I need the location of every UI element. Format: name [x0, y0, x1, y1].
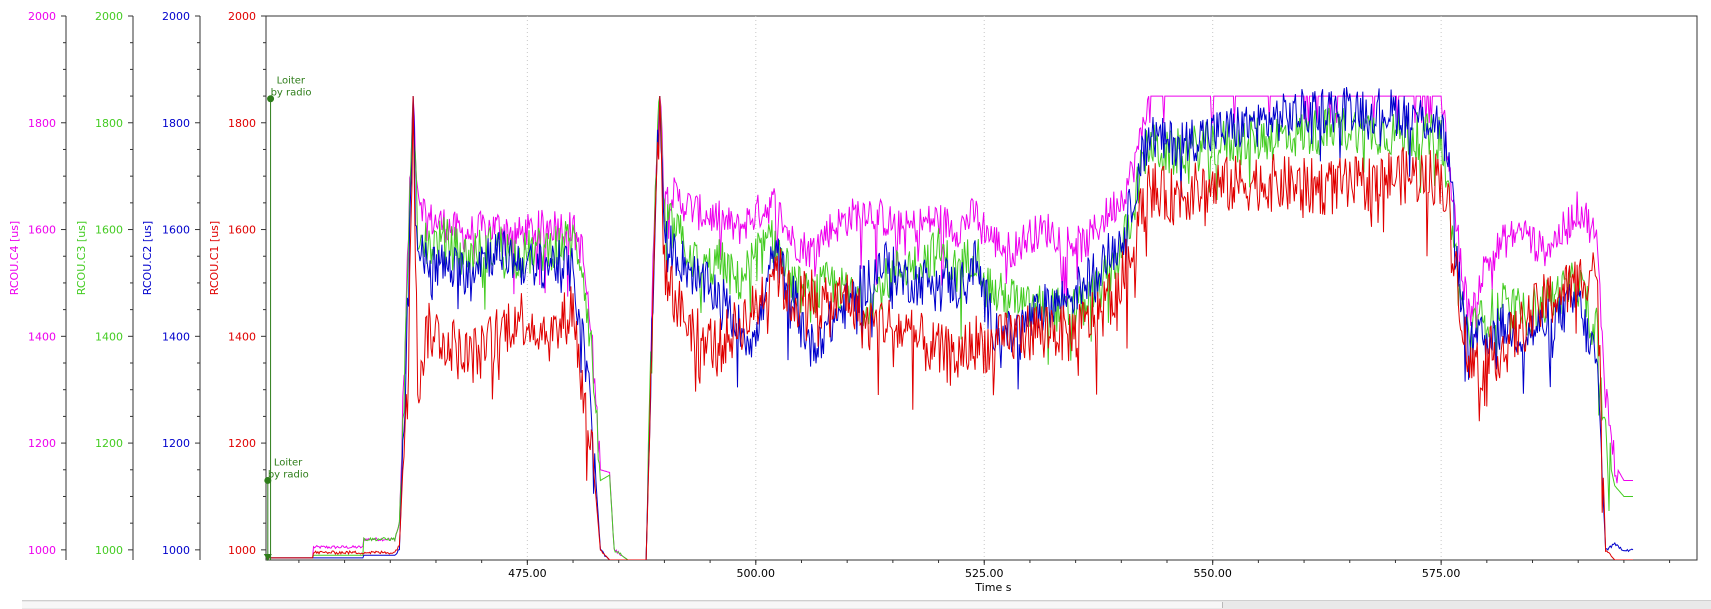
- series-line-c3: [266, 96, 1633, 560]
- event-label: Loiter by radio: [271, 76, 312, 99]
- y-tick-label-c2: 1800: [162, 117, 190, 130]
- horizontal-scrollbar[interactable]: [22, 600, 1711, 609]
- y-tick-label-c1: 1800: [228, 117, 256, 130]
- y-tick-label-c3: 1400: [95, 330, 123, 343]
- y-axis-title-c3: RCOU.C3 [us]: [75, 221, 88, 295]
- y-tick-label-c4: 1000: [28, 544, 56, 557]
- y-tick-label-c4: 2000: [28, 10, 56, 23]
- x-tick-label: 525.00: [965, 567, 1004, 580]
- y-tick-label-c4: 1200: [28, 437, 56, 450]
- y-tick-label-c3: 1000: [95, 544, 123, 557]
- y-tick-label-c1: 1600: [228, 224, 256, 237]
- x-tick-label: 550.00: [1193, 567, 1232, 580]
- y-tick-label-c4: 1800: [28, 117, 56, 130]
- series-line-c4: [266, 95, 1633, 560]
- series-line-c1: [266, 96, 1633, 560]
- y-tick-label-c2: 1200: [162, 437, 190, 450]
- y-tick-label-c2: 1400: [162, 330, 190, 343]
- y-tick-label-c1: 1200: [228, 437, 256, 450]
- event-marker-dot: [264, 476, 272, 484]
- y-tick-label-c2: 1000: [162, 544, 190, 557]
- x-tick-label: 575.00: [1422, 567, 1461, 580]
- y-axis-title-c4: RCOU.C4 [us]: [8, 221, 21, 295]
- x-tick-label: 500.00: [737, 567, 776, 580]
- y-tick-label-c3: 1600: [95, 224, 123, 237]
- y-tick-label-c3: 1200: [95, 437, 123, 450]
- y-axis-title-c1: RCOU.C1 [us]: [208, 221, 221, 295]
- x-tick-label: 475.00: [508, 567, 547, 580]
- series-group: [266, 87, 1634, 560]
- y-tick-label-c1: 1000: [228, 544, 256, 557]
- series-line-c2: [266, 87, 1634, 560]
- event-marker-triangle: [263, 554, 272, 561]
- y-tick-label-c4: 1400: [28, 330, 56, 343]
- y-axis-title-c2: RCOU.C2 [us]: [141, 221, 154, 295]
- y-tick-label-c1: 2000: [228, 10, 256, 23]
- y-tick-label-c2: 1600: [162, 224, 190, 237]
- y-tick-label-c1: 1400: [228, 330, 256, 343]
- scrollbar-thumb[interactable]: [22, 602, 1223, 608]
- y-tick-label-c2: 2000: [162, 10, 190, 23]
- y-tick-label-c3: 1800: [95, 117, 123, 130]
- x-axis-title: Time s: [974, 581, 1011, 594]
- event-marker-dot: [267, 95, 275, 103]
- y-tick-label-c4: 1600: [28, 224, 56, 237]
- event-label: Loiter by radio: [268, 457, 309, 480]
- y-tick-label-c3: 2000: [95, 10, 123, 23]
